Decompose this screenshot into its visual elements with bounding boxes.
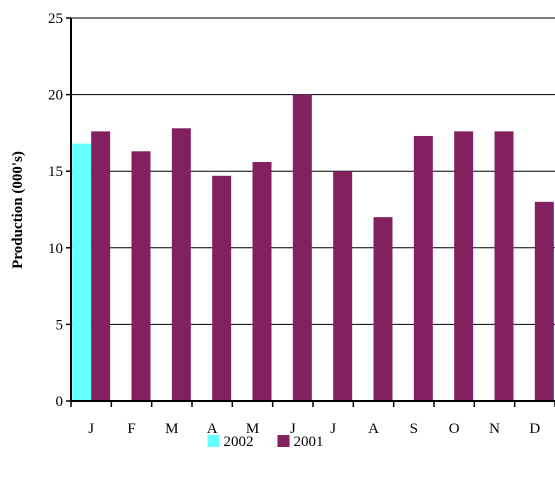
bar-2001	[413, 135, 433, 402]
gridlines	[71, 17, 555, 325]
bar-2002	[72, 143, 92, 401]
x-tick-label: J	[330, 421, 336, 437]
x-tick-label: F	[127, 421, 135, 437]
x-tick-label: M	[165, 421, 178, 437]
bar-2001	[333, 171, 353, 401]
y-tick-label: 20	[48, 88, 63, 104]
bar-2001	[91, 131, 111, 402]
legend-label: 2001	[294, 434, 324, 450]
bar-2001	[252, 162, 272, 401]
bar-2001	[454, 131, 474, 402]
bar-2001	[534, 201, 554, 401]
tick-labels: 0 5 10 15 20 25 J F M A M J J A S O N D	[48, 11, 540, 437]
x-tick-label: J	[88, 421, 94, 437]
y-tick-label: 10	[48, 241, 63, 257]
y-tick-label: 5	[56, 317, 64, 333]
bar-2001	[373, 217, 393, 401]
x-tick-label: A	[207, 421, 218, 437]
x-tick-label: M	[246, 421, 259, 437]
legend-swatch	[277, 435, 290, 447]
x-tick-label: J	[290, 421, 296, 437]
legend-swatch	[207, 435, 220, 447]
bar-2001	[494, 131, 514, 402]
x-tick-label: N	[489, 421, 500, 437]
bar-2001	[171, 128, 191, 401]
bar-2001	[292, 94, 312, 401]
y-axis-title: Production (000's)	[10, 151, 26, 269]
bars	[72, 94, 554, 402]
x-tick-label: D	[529, 421, 540, 437]
y-tick-label: 25	[48, 11, 63, 27]
legend-label: 2002	[224, 434, 254, 450]
bar-2001	[131, 151, 151, 401]
y-tick-label: 15	[48, 164, 63, 180]
x-tick-label: A	[368, 421, 379, 437]
axes	[66, 17, 555, 407]
bar-2001	[212, 175, 232, 401]
x-tick-label: O	[449, 421, 460, 437]
x-tick-label: S	[410, 421, 418, 437]
y-tick-label: 0	[56, 394, 64, 410]
legend: 2002 2001	[207, 434, 324, 450]
